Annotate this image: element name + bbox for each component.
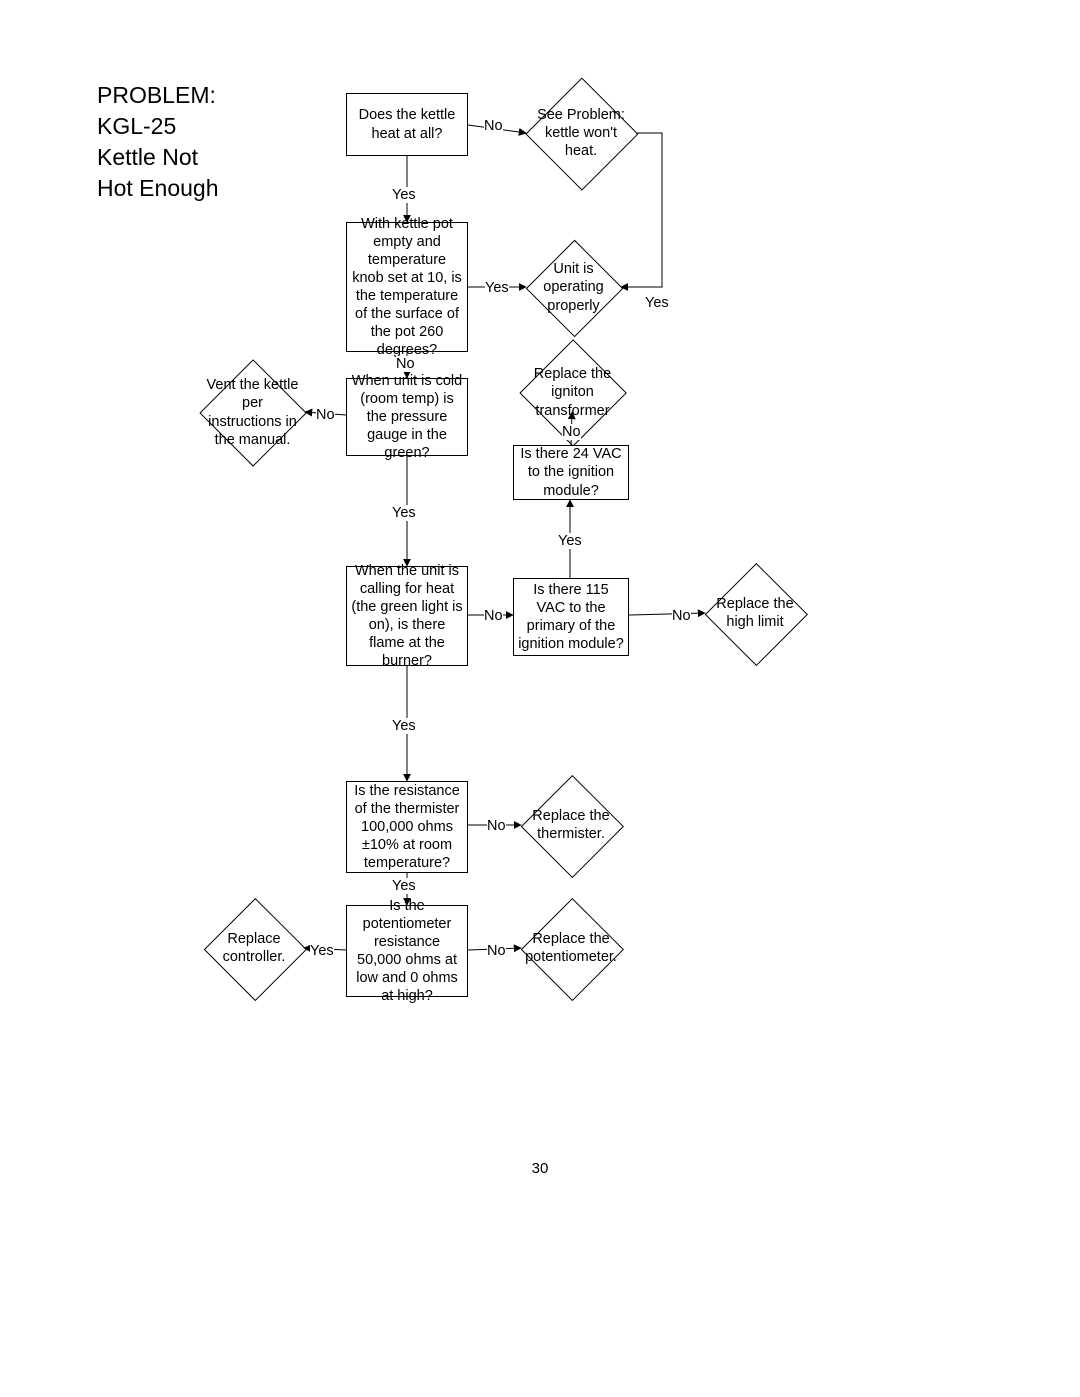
edge-label: No: [484, 118, 503, 134]
edge-label: Yes: [392, 718, 416, 734]
node-potentiometer: Is the potentiometer resistance 50,000 o…: [346, 905, 468, 997]
node-see_problem: See Problem: kettle won't heat.: [526, 78, 636, 188]
edge-label: Yes: [310, 943, 334, 959]
node-replace_therm: Replace the thermister.: [521, 775, 621, 875]
edge-label: Yes: [392, 187, 416, 203]
node-pressure_green: When unit is cold (room temp) is the pre…: [346, 378, 468, 456]
problem-title: PROBLEM:KGL-25Kettle NotHot Enough: [97, 80, 218, 204]
edge-label: No: [484, 608, 503, 624]
node-operating_ok: Unit is operating properly: [526, 240, 621, 335]
edge-label: Yes: [485, 280, 509, 296]
arrows-layer: [0, 0, 1080, 1397]
node-replace_highlimit: Replace the high limit: [705, 563, 805, 663]
page: PROBLEM:KGL-25Kettle NotHot Enough Does …: [0, 0, 1080, 1397]
edge-label: No: [672, 608, 691, 624]
node-thermister_res: Is the resistance of the thermister 100,…: [346, 781, 468, 873]
node-is_24vac: Is there 24 VAC to the ignition module?: [513, 445, 629, 500]
node-heat_at_all: Does the kettle heat at all?: [346, 93, 468, 156]
edge-label: No: [316, 407, 335, 423]
node-replace_pot: Replace the potentiometer.: [521, 898, 621, 998]
node-calling_heat: When the unit is calling for heat (the g…: [346, 566, 468, 666]
edge-label: No: [487, 943, 506, 959]
edge-label: No: [396, 356, 415, 372]
node-vent_manual: Vent the kettle per instructions in the …: [200, 360, 305, 465]
edge-label: Yes: [645, 295, 669, 311]
node-replace_ctrl: Replace controller.: [204, 898, 304, 998]
node-is_115vac: Is there 115 VAC to the primary of the i…: [513, 578, 629, 656]
edge-label: Yes: [558, 533, 582, 549]
edge-label: No: [562, 424, 581, 440]
node-with_kettle: With kettle pot empty and temperature kn…: [346, 222, 468, 352]
edge-label: Yes: [392, 878, 416, 894]
edge-label: No: [487, 818, 506, 834]
page-number: 30: [0, 1160, 1080, 1177]
edge-label: Yes: [392, 505, 416, 521]
